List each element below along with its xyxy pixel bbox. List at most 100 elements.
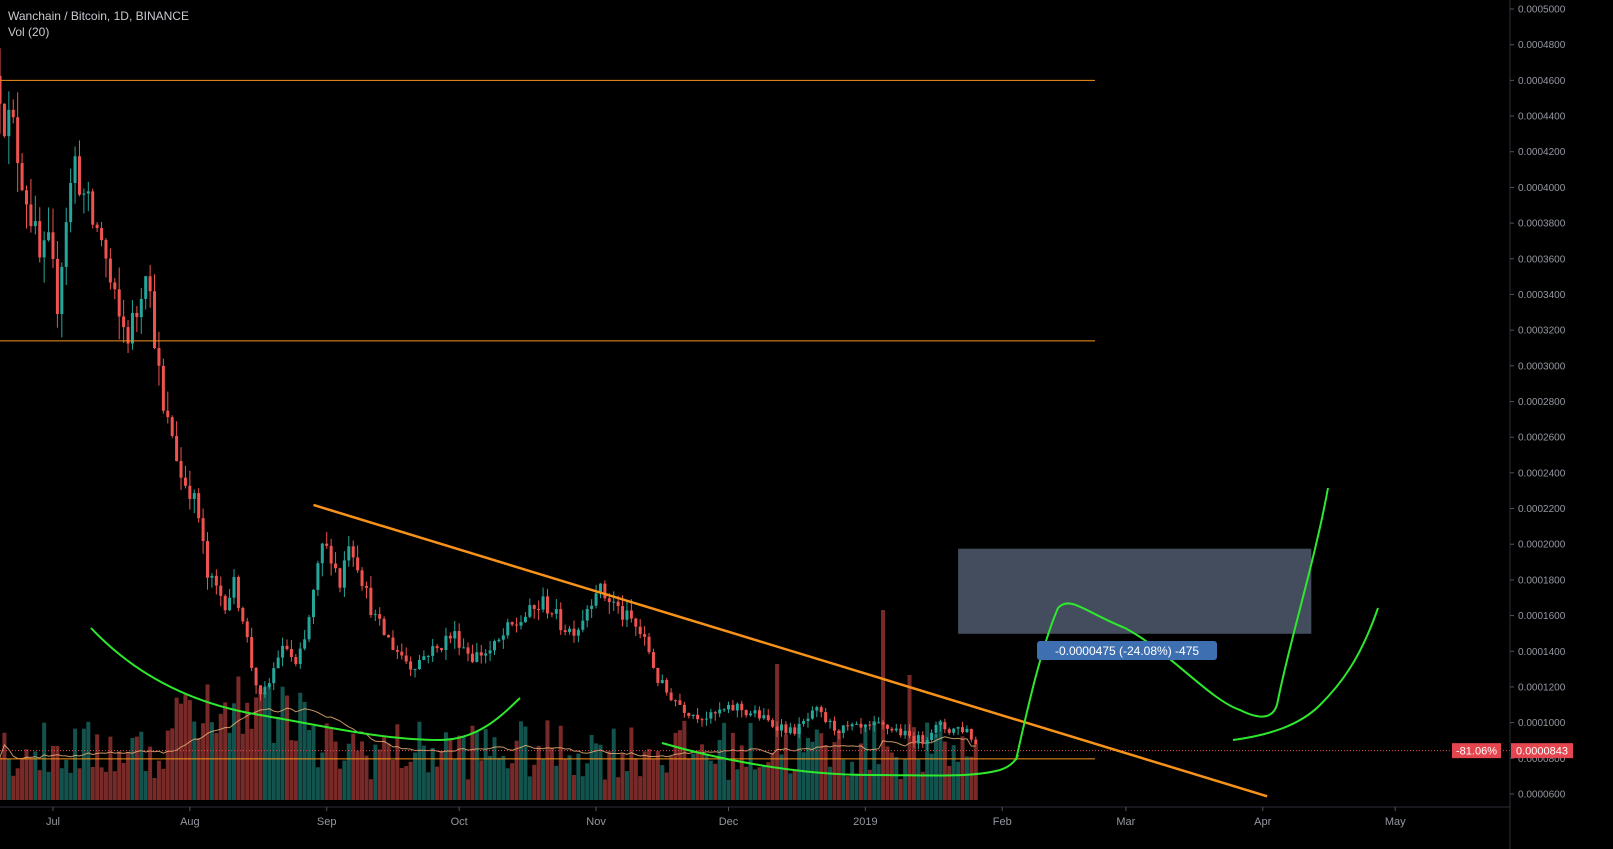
candle-body	[797, 723, 801, 734]
volume-bar	[942, 741, 947, 800]
y-tick-label: 0.0002600	[1518, 433, 1566, 444]
volume-bar	[947, 765, 952, 800]
candle-body	[912, 735, 916, 744]
candle-body	[400, 651, 404, 656]
volume-bar	[518, 721, 523, 800]
candle-body	[629, 610, 633, 619]
volume-bar	[430, 747, 435, 800]
y-tick-label: 0.0004200	[1518, 147, 1566, 158]
candle-body	[413, 669, 417, 671]
price-range-box[interactable]	[958, 548, 1312, 634]
candle-body	[360, 570, 364, 586]
green-drawing-curve[interactable]	[1015, 487, 1329, 761]
volume-bar	[373, 744, 378, 800]
volume-bar	[364, 755, 369, 800]
volume-bar	[651, 759, 656, 800]
volume-bar	[532, 764, 537, 800]
volume-bar	[46, 771, 51, 800]
chart-legend: Wanchain / Bitcoin, 1D, BINANCE Vol (20)	[8, 8, 189, 40]
volume-bar	[289, 740, 294, 800]
volume-bar	[730, 732, 735, 800]
candle-body	[788, 727, 792, 734]
volume-bar	[55, 745, 60, 800]
volume-bar	[240, 733, 245, 800]
volume-bar	[549, 747, 554, 800]
candle-body	[484, 653, 488, 656]
candle-body	[338, 568, 342, 588]
candle-body	[559, 609, 563, 631]
volume-bar	[611, 728, 616, 800]
volume-bar	[413, 752, 418, 800]
candle-body	[409, 661, 413, 670]
volume-bar	[196, 738, 201, 800]
candle-body	[607, 598, 611, 603]
volume-bar	[850, 761, 855, 800]
volume-bar	[483, 729, 488, 800]
volume-bar	[956, 761, 961, 800]
candle-body	[42, 240, 46, 258]
volume-bar	[103, 771, 108, 800]
candle-body	[894, 728, 898, 731]
y-tick-label: 0.0003400	[1518, 290, 1566, 301]
volume-bar	[629, 727, 634, 800]
candle-body	[545, 596, 549, 614]
candle-body	[210, 575, 214, 578]
descending-trendline[interactable]	[313, 503, 1268, 798]
candle-body	[316, 563, 320, 590]
volume-bar	[342, 760, 347, 800]
volume-bar	[112, 771, 117, 800]
candle-body	[179, 461, 183, 478]
green-drawing-curve[interactable]	[90, 627, 521, 742]
volume-bar	[351, 733, 356, 800]
candle-body	[682, 704, 686, 713]
volume-bar	[258, 687, 263, 800]
candle-body	[678, 700, 682, 705]
candle-body	[479, 652, 483, 656]
volume-bar	[713, 763, 718, 800]
candle-body	[183, 477, 187, 486]
candle-body	[713, 712, 717, 714]
volume-bar	[33, 751, 38, 800]
volume-bar	[443, 732, 448, 800]
y-tick-label: 0.0004400	[1518, 112, 1566, 123]
candle-body	[219, 585, 223, 596]
candle-body	[916, 735, 920, 744]
candle-body	[647, 636, 651, 653]
candle-body	[435, 646, 439, 649]
candle-body	[744, 710, 748, 716]
green-drawing-curve[interactable]	[1232, 607, 1379, 741]
candle-body	[718, 709, 722, 714]
candle-body	[387, 635, 391, 638]
volume-bar	[797, 727, 802, 800]
candle-body	[572, 628, 576, 636]
candle-body	[497, 639, 501, 642]
volume-bar	[390, 759, 395, 800]
candle-body	[921, 735, 925, 744]
volume-bar	[598, 744, 603, 800]
volume-bar	[165, 730, 170, 800]
volume-bar	[700, 744, 705, 800]
volume-bar	[744, 766, 749, 800]
volume-bar	[607, 751, 612, 800]
green-drawing-curve[interactable]	[661, 742, 1019, 777]
candle-body	[590, 605, 594, 609]
candle-body	[625, 610, 629, 620]
volume-indicator-label[interactable]: Vol (20)	[8, 25, 50, 39]
candle-body	[930, 732, 934, 741]
volume-bar	[99, 767, 104, 800]
candle-body	[192, 493, 196, 499]
volume-bar	[677, 730, 682, 800]
candle-body	[506, 622, 510, 636]
candle-body	[603, 583, 607, 599]
candle-body	[824, 712, 828, 723]
volume-bar	[655, 751, 660, 800]
candle-body	[872, 722, 876, 726]
candle-body	[634, 618, 638, 627]
volume-bar	[673, 732, 678, 800]
candle-body	[201, 518, 205, 542]
candle-body	[855, 723, 859, 725]
volume-bar	[779, 754, 784, 800]
volume-bar	[660, 765, 665, 800]
candle-body	[144, 276, 148, 299]
